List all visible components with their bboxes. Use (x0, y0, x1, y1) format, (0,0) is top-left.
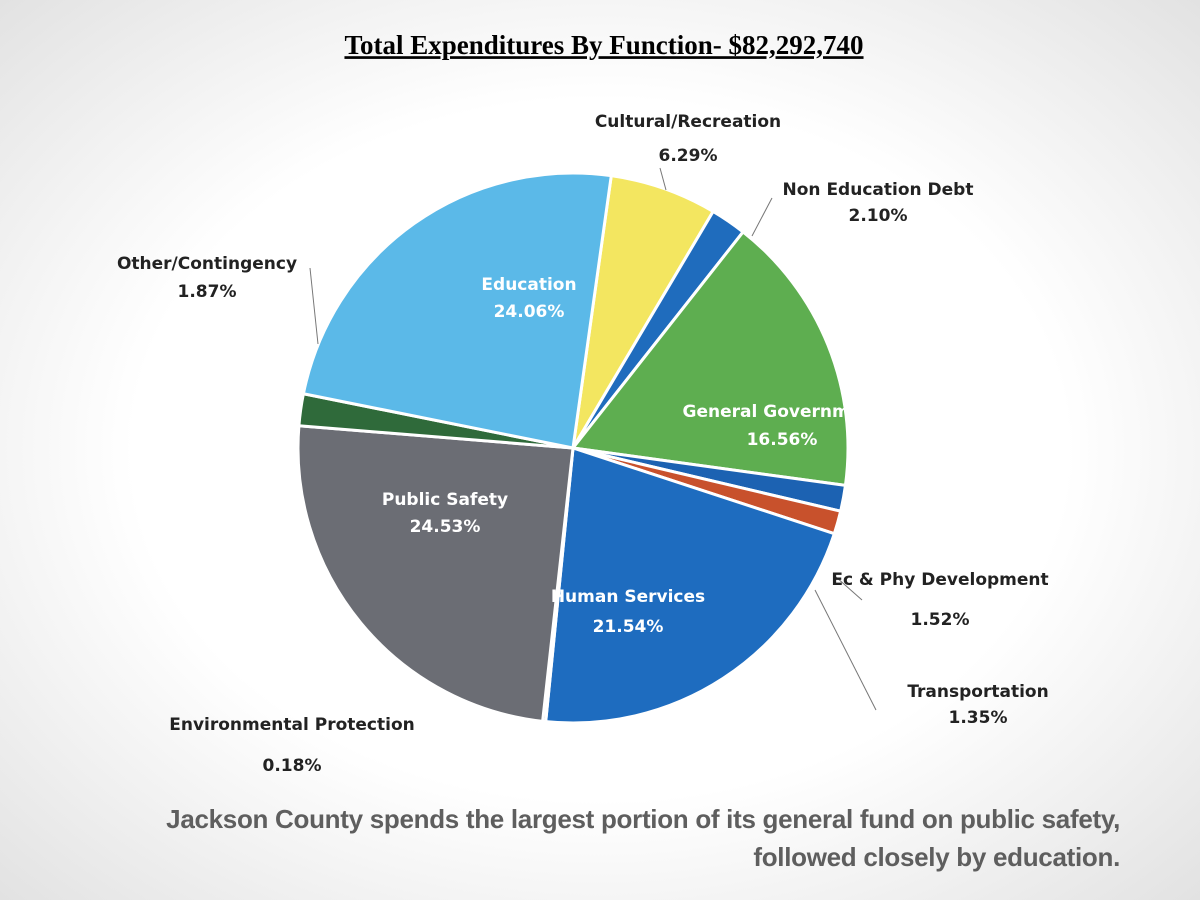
pie-slice (570, 229, 850, 488)
slice-label: Environmental Protection (169, 715, 414, 735)
slice-label: Education (481, 275, 576, 295)
caption: Jackson County spends the largest portio… (166, 804, 1120, 872)
chart: Total Expenditures By Function- $82,292,… (117, 30, 1049, 776)
slice-label: Other/Contingency (117, 254, 297, 274)
leader-line (751, 197, 773, 237)
slice-label: General Government (683, 402, 882, 422)
slice-label: Transportation (907, 682, 1048, 702)
slice-label: Human Services (551, 587, 705, 607)
slice-value-label: 24.53% (410, 517, 481, 537)
chart-title: Total Expenditures By Function- $82,292,… (344, 30, 863, 60)
pie-slice (301, 171, 613, 450)
slice-value-label: 16.56% (747, 430, 818, 450)
slice-value-label: 24.06% (494, 302, 565, 322)
slice-label: Non Education Debt (783, 180, 974, 200)
slice-value-label: 0.18% (263, 756, 322, 776)
leader-line (814, 589, 877, 711)
pie-slice (296, 424, 575, 723)
slice-value-label: 21.54% (593, 617, 664, 637)
slice-value-label: 1.52% (911, 610, 970, 630)
leader-line (659, 167, 667, 191)
slice-value-label: 1.35% (949, 708, 1008, 728)
slice-label: Ec & Phy Development (831, 570, 1048, 590)
slice-label: Cultural/Recreation (595, 112, 781, 132)
slice-value-label: 2.10% (849, 206, 908, 226)
leader-line (309, 267, 319, 345)
leader-line (835, 576, 863, 601)
pie-slice (544, 445, 837, 725)
slice-label: Public Safety (382, 490, 508, 510)
slice-value-label: 6.29% (659, 146, 718, 166)
slice-value-label: 1.87% (178, 282, 237, 302)
